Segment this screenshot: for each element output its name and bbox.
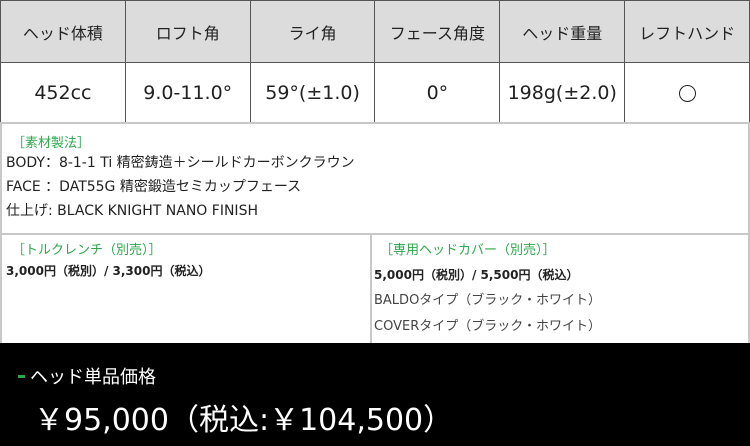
material-line: FACE ：DAT55G 精密鍛造セミカップフェース [6, 179, 302, 195]
cover-type: COVERタイプ（ブラック・ホワイト） [374, 319, 601, 334]
material-line: 仕上げ: BLACK KNIGHT NANO FINISH [6, 203, 258, 219]
dash-icon [18, 374, 25, 378]
price-value: ￥95,000（税込:￥104,500） [34, 403, 454, 438]
value-cell: 59°(±1.0) [249, 62, 376, 123]
cover-price: 5,000円（税別）/ 5,500円（税込） [374, 268, 579, 282]
value-cell: 198g(±2.0) [499, 62, 626, 123]
header-cell: ロフト角 [124, 0, 251, 63]
torque-wrench-section: ［トルクレンチ（別売）］ 3,000円（税別）/ 3,300円（税込） [0, 233, 372, 345]
material-title: ［素材製法］ [12, 136, 91, 151]
cover-type: BALDOタイプ（ブラック・ホワイト） [374, 293, 602, 308]
torque-title: ［トルクレンチ（別売）］ [12, 243, 162, 258]
cover-title: ［専用ヘッドカバー（別売）］ [380, 243, 556, 258]
price-label: ヘッド単品価格 [30, 367, 156, 388]
spec-value-row: 452cc 9.0-11.0° 59°(±1.0) 0° 198g(±2.0) [0, 62, 750, 123]
value-cell [624, 62, 750, 123]
value-cell: 9.0-11.0° [124, 62, 251, 123]
header-cell: ライ角 [249, 0, 376, 63]
torque-price: 3,000円（税別）/ 3,300円（税込） [6, 264, 211, 278]
spec-table: ヘッド体積 ロフト角 ライ角 フェース角度 ヘッド重量 レフトハンド 452cc… [0, 0, 750, 123]
header-cell: フェース角度 [374, 0, 501, 63]
header-cell: レフトハンド [624, 0, 750, 63]
head-cover-section: ［専用ヘッドカバー（別売）］ 5,000円（税別）/ 5,500円（税込） BA… [370, 233, 750, 345]
header-cell: ヘッド重量 [499, 0, 626, 63]
header-cell: ヘッド体積 [0, 0, 126, 63]
value-cell: 452cc [0, 62, 126, 123]
value-cell: 0° [374, 62, 501, 123]
circle-icon [678, 84, 696, 102]
material-section: ［素材製法］ BODY：8-1-1 Ti 精密鋳造＋シールドカーボンクラウン F… [0, 122, 750, 235]
material-line: BODY：8-1-1 Ti 精密鋳造＋シールドカーボンクラウン [6, 155, 355, 171]
spec-header-row: ヘッド体積 ロフト角 ライ角 フェース角度 ヘッド重量 レフトハンド [0, 0, 750, 63]
price-banner: ヘッド単品価格 ￥95,000（税込:￥104,500） [0, 343, 750, 446]
